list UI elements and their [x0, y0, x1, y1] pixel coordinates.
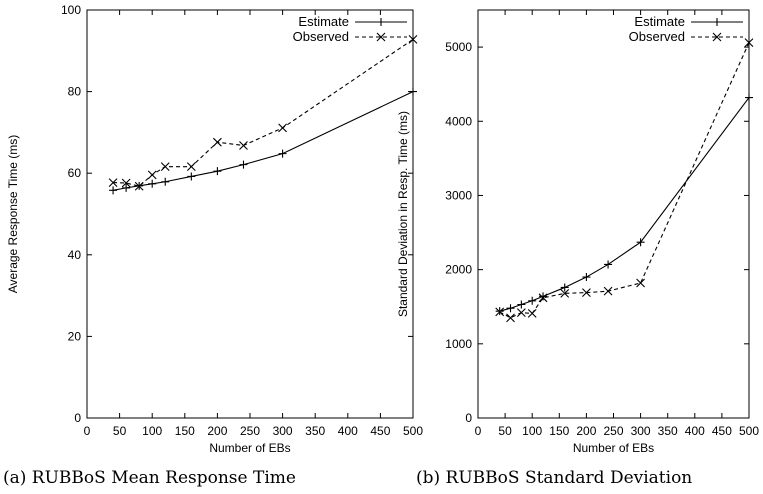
chart-b-legend-label: Observed: [629, 29, 685, 44]
chart-a-series-estimate-line: [112, 91, 414, 191]
chart-b: 0 50 100 150 200 250 300 350 400 450 5000100020003…: [396, 9, 759, 488]
chart-b-series-observed-point: [636, 278, 645, 288]
chart-a-x-tick-label: 100: [142, 424, 162, 438]
chart-b-series-observed-point: [538, 293, 548, 303]
chart-b-x-tick-label: 400: [685, 424, 705, 438]
chart-a-y-tick-label: 40: [68, 248, 82, 262]
chart-a-series-observed-line: [113, 38, 414, 187]
chart-b-y-tick-label: 2000: [445, 263, 472, 277]
chart-a-x-tick-label: 200: [207, 424, 227, 438]
chart-a-y-tick-label: 60: [68, 166, 82, 180]
chart-b-series-observed-point: [516, 308, 526, 318]
chart-a-x-tick-label: 50: [113, 424, 127, 438]
chart-b-x-tick-label: 150: [549, 424, 569, 438]
chart-a-x-tick-label: 450: [370, 424, 390, 438]
chart-a-series-estimate-point: [148, 179, 157, 188]
chart-a-y-tick-label: 0: [74, 411, 81, 425]
chart-a-series-estimate-point: [278, 149, 287, 158]
chart-a-caption: (a) RUBBoS Mean Response Time: [3, 468, 296, 488]
chart-a-series-estimate-point: [122, 183, 131, 192]
chart-a-plot-frame: [86, 9, 414, 419]
chart-b-series-observed-point: [744, 38, 754, 48]
chart-a-series-estimate-point: [239, 160, 248, 169]
chart-b-x-tick-label: 200: [576, 424, 596, 438]
chart-b-series-estimate-line: [499, 97, 750, 312]
chart-a-series-observed-point: [408, 34, 418, 44]
chart-b-legend-marker: [713, 18, 721, 26]
chart-a-series-observed-point: [160, 162, 170, 172]
chart-a-y-tick-label: 80: [68, 85, 82, 99]
chart-b-y-tick-label: 0: [465, 411, 472, 425]
chart-a-series-observed-point: [108, 178, 118, 187]
chart-a-x-axis-label: Number of EBs: [209, 441, 290, 455]
chart-a-legend-marker: [376, 32, 386, 42]
chart-a-series-observed-point: [134, 181, 144, 191]
chart-b-x-tick-label: 500: [739, 424, 759, 438]
chart-b-x-tick-label: 300: [631, 424, 651, 438]
chart-b-series-observed-line: [499, 42, 750, 319]
chart-a-series-observed-point: [278, 123, 287, 133]
chart-a-series-estimate-point: [187, 172, 196, 181]
chart-a-legend-label: Estimate: [298, 14, 349, 29]
chart-a-x-tick-label: 0: [84, 424, 91, 438]
chart-a-y-tick-label: 100: [61, 3, 81, 17]
chart-a-y-tick-label: 20: [68, 329, 82, 343]
chart-b-series-estimate-point: [745, 93, 753, 102]
chart-a-series-estimate-point: [409, 87, 417, 96]
chart-a-legend-marker: [377, 18, 385, 26]
chart-b-plot-frame: [477, 9, 750, 419]
chart-b-series-observed-point: [506, 313, 515, 323]
chart-b-series-observed-point: [560, 288, 570, 298]
chart-a-x-tick-label: 500: [403, 424, 423, 438]
chart-a: 0 50 100 150 200 250 300 350 400 450 500 0 20 40 60 80 1…: [3, 3, 423, 488]
chart-b-series-estimate-point: [604, 260, 613, 269]
chart-b-series-observed-point: [527, 309, 537, 318]
chart-a-series-observed-point: [239, 141, 248, 150]
chart-b-y-tick-label: 4000: [445, 114, 472, 128]
chart-b-legend-label: Estimate: [634, 14, 685, 29]
chart-b-series-estimate-point: [528, 296, 537, 305]
chart-b-series-estimate-point: [517, 300, 526, 309]
chart-b-series-estimate-point: [582, 273, 591, 282]
chart-b-x-tick-label: 0: [475, 424, 482, 438]
chart-a-x-tick-label: 350: [305, 424, 325, 438]
chart-a-series-estimate-point: [213, 167, 222, 176]
chart-b-x-axis-label: Number of EBs: [573, 441, 654, 455]
chart-a-x-tick-label: 300: [273, 424, 293, 438]
chart-a-series-observed-point: [121, 178, 131, 188]
chart-a-legend-label: Observed: [293, 29, 349, 44]
chart-b-y-tick-label: 3000: [445, 188, 472, 202]
chart-b-x-tick-label: 100: [522, 424, 542, 438]
chart-b-series-observed-point: [603, 286, 613, 296]
chart-b-y-tick-label: 1000: [445, 337, 472, 351]
chart-a-x-tick-label: 250: [240, 424, 260, 438]
chart-b-x-tick-label: 50: [498, 424, 512, 438]
chart-a-series-estimate-point: [161, 177, 170, 186]
chart-b-series-estimate-point: [539, 292, 548, 301]
chart-b-series-observed-point: [495, 307, 505, 317]
chart-b-caption: (b) RUBBoS Standard Deviation: [416, 468, 692, 488]
chart-a-series-observed-point: [213, 137, 222, 147]
chart-b-series-observed-point: [582, 288, 591, 298]
chart-b-series-estimate-point: [506, 304, 515, 313]
chart-b-x-tick-label: 350: [658, 424, 678, 438]
chart-a-y-axis-label: Average Response Time (ms): [6, 135, 20, 294]
chart-b-series-estimate-point: [636, 238, 645, 247]
chart-a-series-observed-point: [186, 162, 196, 172]
chart-b-y-tick-label: 5000: [445, 40, 472, 54]
chart-a-series-estimate-point: [109, 186, 118, 195]
chart-b-y-axis-label: Standard Deviation in Resp. Time (ms): [396, 111, 410, 317]
chart-b-legend-marker: [712, 32, 722, 42]
chart-b-x-tick-label: 450: [712, 424, 732, 438]
chart-a-x-tick-label: 150: [175, 424, 195, 438]
chart-a-x-tick-label: 400: [338, 424, 358, 438]
chart-b-x-tick-label: 250: [603, 424, 623, 438]
chart-a-series-observed-point: [147, 170, 157, 180]
chart-b-series-estimate-point: [560, 283, 569, 292]
